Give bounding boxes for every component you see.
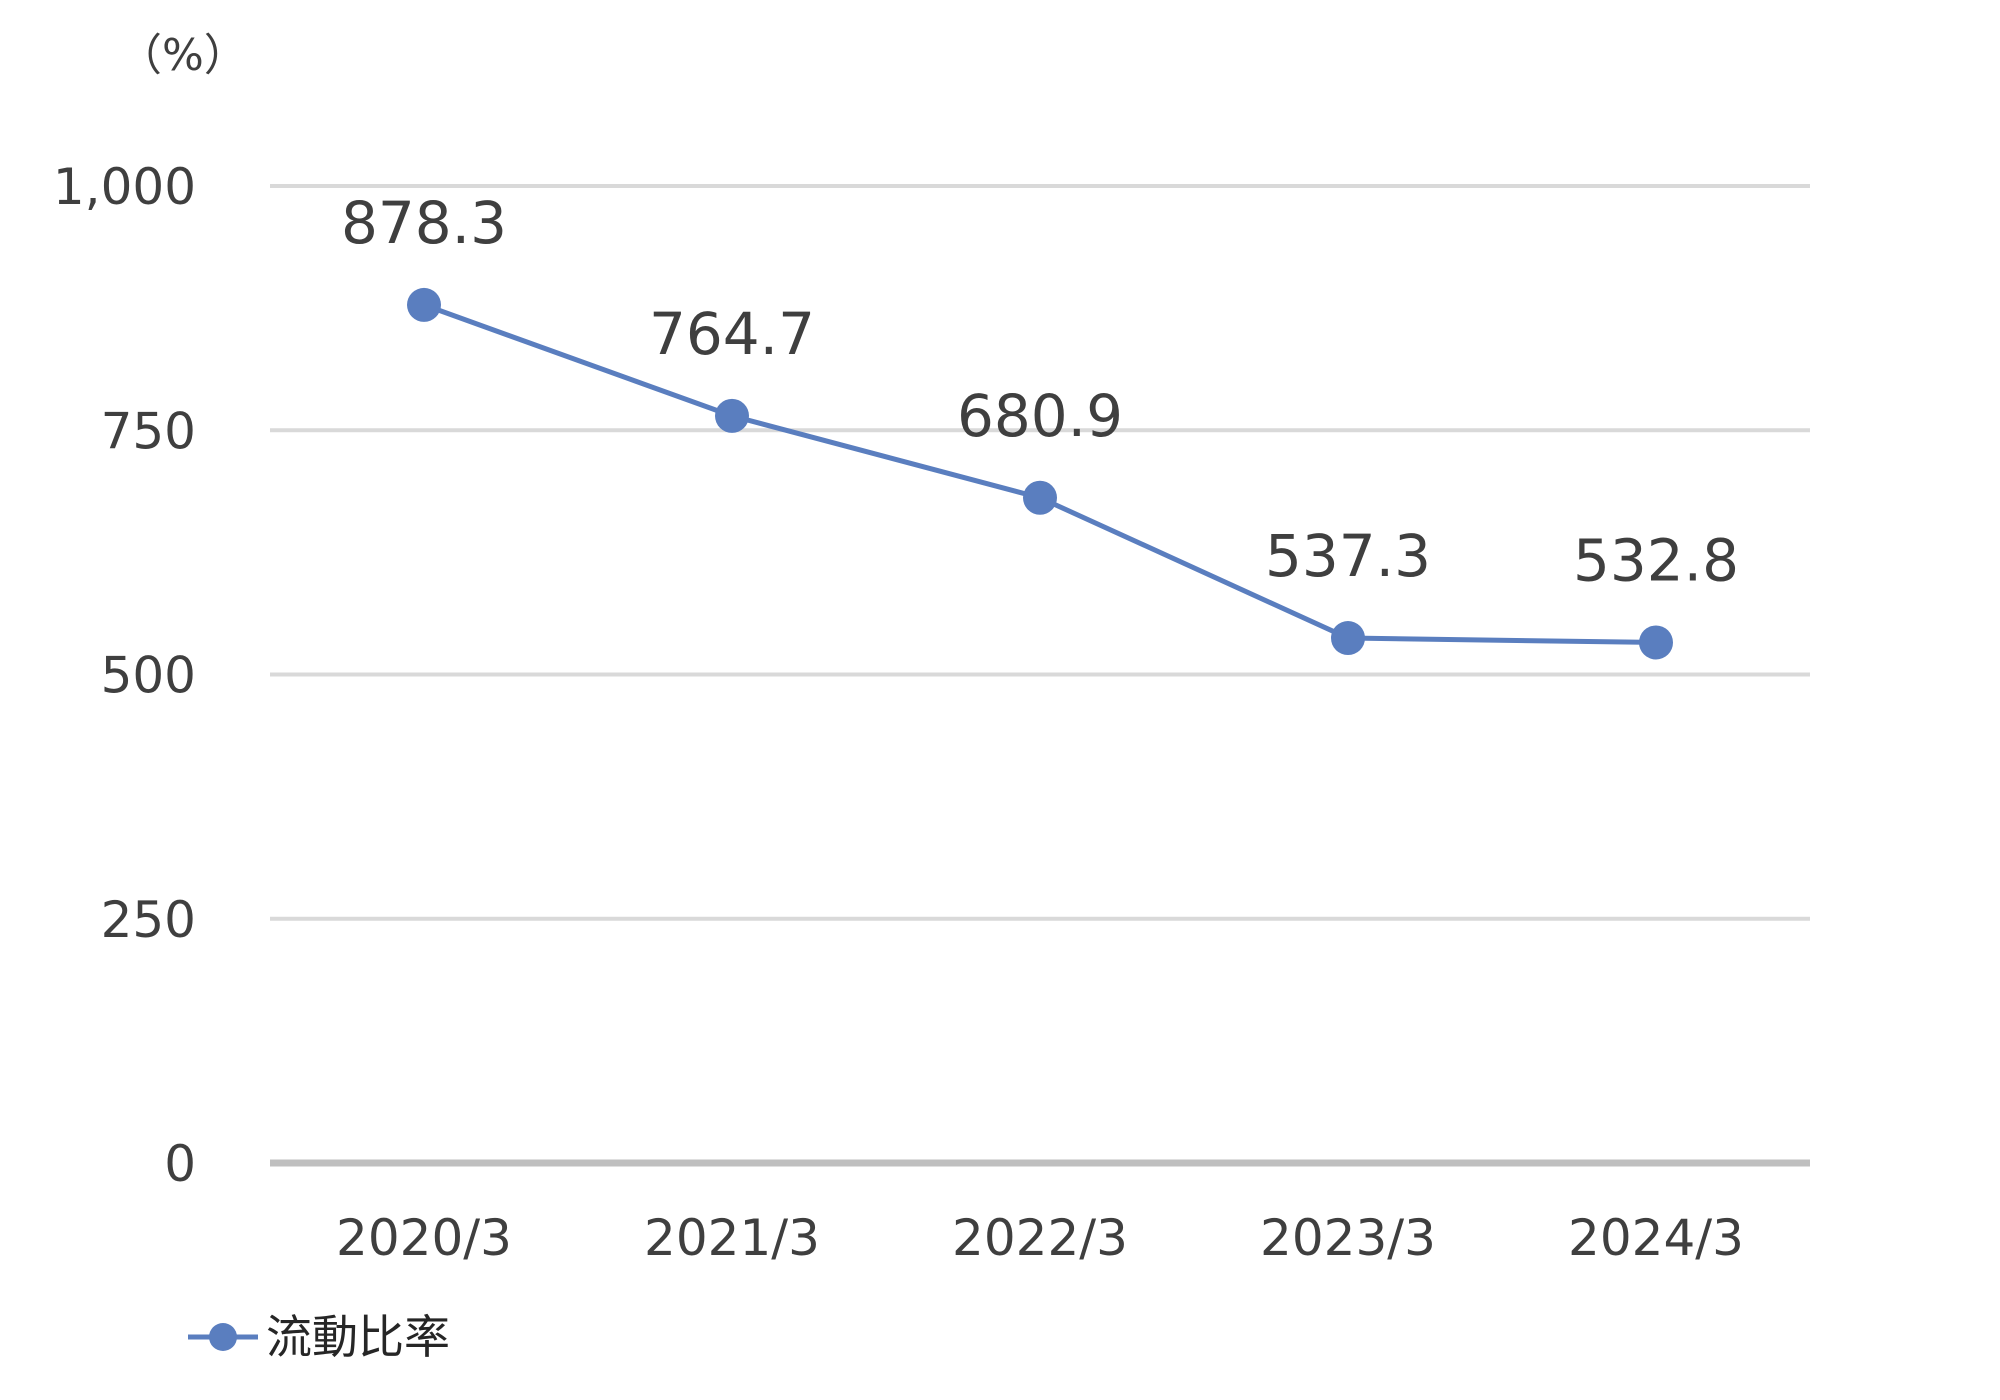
data-label: 680.9 — [957, 382, 1123, 450]
data-label: 532.8 — [1573, 526, 1739, 594]
data-point — [1023, 480, 1057, 515]
data-label: 537.3 — [1265, 522, 1431, 590]
y-tick-label: 250 — [101, 891, 196, 949]
series-layer — [407, 287, 1673, 660]
y-tick-label: 500 — [101, 647, 196, 705]
data-point — [1639, 625, 1673, 660]
data-label: 764.7 — [649, 300, 815, 368]
data-point — [407, 287, 441, 322]
data-point — [715, 398, 749, 433]
x-tick-label: 2023/3 — [1260, 1209, 1436, 1267]
x-tick-label: 2022/3 — [952, 1209, 1128, 1267]
legend-marker-icon — [209, 1323, 237, 1351]
x-axis-ticks: 2020/3 2021/3 2022/3 2023/3 2024/3 — [336, 1209, 1744, 1267]
y-axis-ticks: 0 250 500 750 1,000 — [53, 158, 196, 1193]
legend-label: 流動比率 — [266, 1310, 450, 1364]
data-point — [1331, 621, 1365, 656]
y-tick-label: 750 — [101, 402, 196, 460]
x-tick-label: 2024/3 — [1568, 1209, 1744, 1267]
series-line — [423, 302, 1657, 645]
legend: 流動比率 — [188, 1310, 450, 1364]
x-tick-label: 2020/3 — [336, 1209, 512, 1267]
x-tick-label: 2021/3 — [644, 1209, 820, 1267]
data-label: 878.3 — [341, 189, 507, 257]
y-tick-label: 0 — [164, 1135, 196, 1193]
data-labels: 878.3 764.7 680.9 537.3 532.8 — [341, 189, 1739, 595]
gridlines — [270, 184, 1810, 1167]
y-axis-unit-label: （%） — [118, 30, 248, 81]
y-tick-label: 1,000 — [53, 158, 196, 216]
